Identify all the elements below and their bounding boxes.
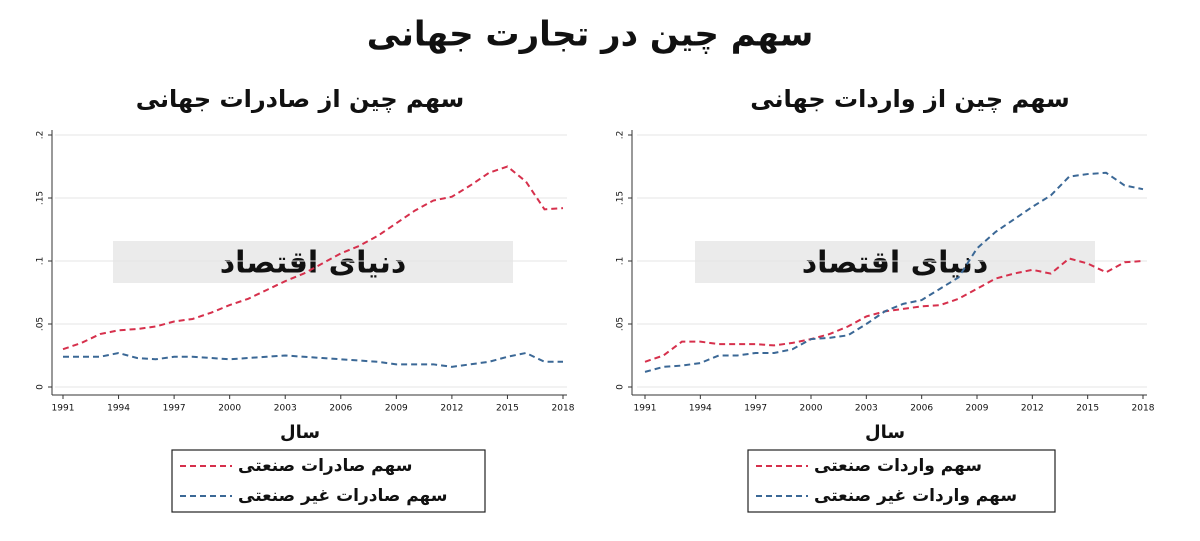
x-tick-label: 2000 xyxy=(800,404,823,414)
x-tick-label: 2012 xyxy=(1021,404,1044,414)
y-tick-label: .05 xyxy=(616,317,626,331)
y-tick-label: 0 xyxy=(36,384,46,390)
x-axis-label: سال xyxy=(865,422,905,443)
watermark-band xyxy=(113,241,513,283)
x-tick-label: 1991 xyxy=(52,404,75,414)
x-tick-label: 2009 xyxy=(966,404,989,414)
y-tick-label: .2 xyxy=(36,131,46,140)
series-line xyxy=(644,257,1144,363)
series-line xyxy=(62,165,564,351)
y-tick-label: .15 xyxy=(36,191,46,205)
x-tick-label: 1997 xyxy=(744,404,767,414)
x-tick-label: 2009 xyxy=(385,404,408,414)
y-tick-label: 0 xyxy=(616,384,626,390)
x-axis-label: سال xyxy=(280,422,320,443)
watermark: دنیای اقتصاد xyxy=(220,246,407,281)
x-tick-label: 2000 xyxy=(218,404,241,414)
legend-box xyxy=(171,449,486,513)
x-tick-label: 2006 xyxy=(329,404,352,414)
chart-title: سهم چین از صادرات جهانی xyxy=(136,85,465,113)
page-title: سهم چین در تجارت جهانی xyxy=(367,15,814,55)
series-line xyxy=(644,171,1144,373)
legend-label: سهم واردات غیر صنعتی xyxy=(814,486,1017,506)
x-tick-label: 2015 xyxy=(496,404,519,414)
x-tick-label: 1994 xyxy=(107,404,130,414)
x-tick-label: 2012 xyxy=(440,404,463,414)
legend-label: سهم صادرات غیر صنعتی xyxy=(238,486,448,506)
y-tick-label: .1 xyxy=(616,257,626,266)
y-tick-label: .1 xyxy=(36,257,46,266)
x-tick-label: 2015 xyxy=(1076,404,1099,414)
x-tick-label: 1994 xyxy=(689,404,712,414)
y-tick-label: .2 xyxy=(616,131,626,140)
legend-label: سهم صادرات صنعتی xyxy=(238,456,412,476)
legend-label: سهم واردات صنعتی xyxy=(814,456,982,476)
x-tick-label: 2018 xyxy=(552,404,575,414)
chart-title: سهم چین از واردات جهانی xyxy=(750,85,1070,113)
x-tick-label: 2003 xyxy=(855,404,878,414)
series-line xyxy=(63,351,563,368)
y-tick-label: .05 xyxy=(36,317,46,331)
x-tick-label: 2018 xyxy=(1132,404,1155,414)
legend-box xyxy=(747,449,1056,513)
x-tick-label: 1991 xyxy=(634,404,657,414)
watermark: دنیای اقتصاد xyxy=(802,246,989,281)
x-tick-label: 1997 xyxy=(163,404,186,414)
y-tick-label: .15 xyxy=(616,191,626,205)
x-tick-label: 2003 xyxy=(274,404,297,414)
x-tick-label: 2006 xyxy=(910,404,933,414)
watermark-band xyxy=(695,241,1095,283)
